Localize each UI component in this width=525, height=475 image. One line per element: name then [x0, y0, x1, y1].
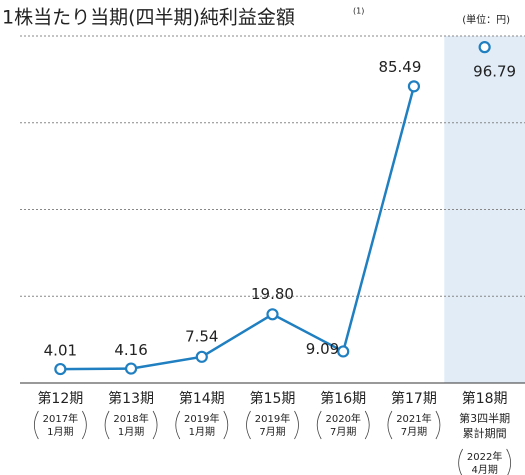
period-bracket: [387, 410, 393, 440]
point: [337, 345, 350, 358]
category-period: 7月期: [259, 426, 285, 438]
value-label: 4.01: [44, 342, 77, 360]
x-tick-label: 第18期: [462, 390, 508, 407]
period-bracket: [223, 410, 229, 440]
value-label: 96.79: [473, 63, 516, 81]
x-tick-label: 第12期: [37, 390, 83, 407]
period-bracket: [364, 410, 370, 440]
period-bracket: [104, 410, 110, 440]
point: [195, 350, 208, 363]
x-tick-label: 第15期: [250, 390, 296, 407]
period-bracket: [175, 410, 181, 440]
period-bracket: [506, 448, 512, 475]
title-note: (1): [353, 7, 364, 16]
value-label: 19.80: [251, 285, 294, 303]
category-period: 2022年: [467, 450, 502, 463]
category-period: 1月期: [118, 426, 144, 438]
x-tick-label: 第13期: [108, 390, 154, 407]
category-detail: 累計期間: [463, 426, 507, 440]
value-label: 9.09: [306, 340, 339, 358]
category-period: 7月期: [401, 426, 427, 438]
chart-title: 1株当たり当期(四半期)純利益金額: [2, 7, 295, 29]
point: [124, 362, 138, 375]
value-label: 7.54: [185, 327, 218, 345]
point: [478, 41, 491, 54]
point: [266, 308, 279, 321]
category-period: 2021年: [396, 412, 431, 425]
period-bracket: [246, 410, 251, 440]
point: [54, 362, 67, 376]
period-bracket: [435, 410, 441, 440]
category-period: 2020年: [325, 412, 360, 425]
value-label: 85.49: [378, 58, 421, 76]
line: [60, 86, 416, 371]
category-period: 4月期: [471, 464, 497, 475]
category-period: 2017年: [43, 412, 78, 425]
category-period: 2019年: [184, 412, 219, 425]
period-bracket: [458, 448, 463, 475]
point: [407, 80, 421, 93]
period-bracket: [316, 410, 322, 440]
value-label: 4.16: [114, 341, 147, 359]
category-period: 7月期: [330, 426, 356, 438]
category-period: 1月期: [189, 426, 215, 438]
category-period: 2019年: [255, 412, 290, 425]
x-tick-label: 第16期: [320, 390, 366, 407]
unit-label: (単位：円): [462, 13, 510, 26]
period-bracket: [152, 410, 158, 440]
period-bracket: [33, 410, 39, 440]
period-bracket: [294, 410, 299, 440]
category-detail: 第3四半期: [459, 411, 510, 425]
x-tick-label: 第14期: [179, 390, 225, 407]
x-tick-label: 第17期: [391, 390, 437, 407]
period-bracket: [82, 410, 87, 440]
category-period: 1月期: [47, 426, 73, 438]
category-period: 2018年: [113, 412, 148, 425]
